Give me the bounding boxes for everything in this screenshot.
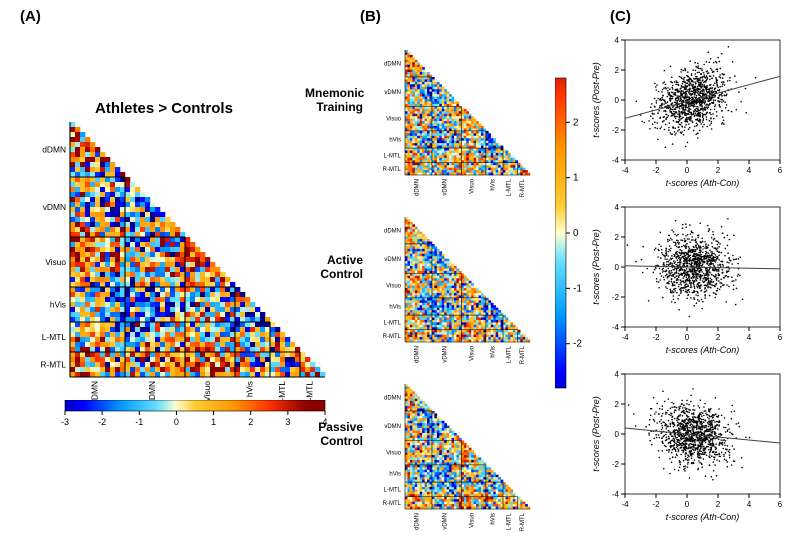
row-title-mnemonic: MnemonicTraining <box>305 86 363 114</box>
svg-text:vDMN: vDMN <box>384 90 401 96</box>
scatter-mnemonic: -4-20246-4-2024t-scores (Ath-Con)t-score… <box>591 36 792 190</box>
svg-text:Visuo: Visuo <box>470 178 476 194</box>
svg-text:dDMN: dDMN <box>384 229 401 235</box>
heatmap-passive-control: dDMNdDMNvDMNvDMNVisuoVisuohVishVisL-MTLL… <box>365 382 540 551</box>
svg-text:2: 2 <box>248 417 253 427</box>
svg-text:hVis: hVis <box>490 346 496 358</box>
svg-text:vDMN: vDMN <box>384 257 401 263</box>
svg-text:hVis: hVis <box>50 299 66 309</box>
svg-text:dDMN: dDMN <box>414 179 420 196</box>
svg-text:Visuo: Visuo <box>470 345 476 361</box>
colorbar-b: -2-1012 <box>555 75 592 391</box>
svg-text:L-MTL: L-MTL <box>506 178 512 196</box>
svg-text:dDMN: dDMN <box>384 62 401 68</box>
svg-text:R-MTL: R-MTL <box>520 178 526 197</box>
svg-text:Visuo: Visuo <box>386 284 402 290</box>
svg-text:dDMN: dDMN <box>414 346 420 363</box>
svg-text:-1: -1 <box>135 417 143 427</box>
svg-text:L-MTL: L-MTL <box>506 345 512 363</box>
svg-text:R-MTL: R-MTL <box>383 334 402 340</box>
heatmap-mnemonic: dDMN dDMN vDMN vDMN Visuo Visuo hVis hVis L-MTL L… <box>365 48 540 217</box>
svg-text:1: 1 <box>211 417 216 427</box>
scatter-active-control: -4-20246-4-2024t-scores (Ath-Con)t-score… <box>591 203 792 357</box>
heatmap-active-control: dDMN dDMN vDMN vDMN Visuo Visuo hVis hVis L-MTL L… <box>365 215 540 384</box>
panel-b-label: (B) <box>360 8 381 25</box>
svg-text:dDMN: dDMN <box>42 144 66 154</box>
svg-text:Visuo: Visuo <box>202 381 212 402</box>
svg-text:-2: -2 <box>98 417 106 427</box>
svg-text:hVis: hVis <box>245 381 255 397</box>
svg-text:L-MTL: L-MTL <box>42 332 67 342</box>
svg-text:vDMN: vDMN <box>43 202 66 212</box>
row-title-active: ActiveControl <box>305 253 363 281</box>
svg-text:hVis: hVis <box>389 305 401 311</box>
svg-text:vDMN: vDMN <box>443 179 449 196</box>
svg-text:R-MTL: R-MTL <box>520 345 526 364</box>
svg-text:L-MTL: L-MTL <box>384 153 402 159</box>
svg-text:3: 3 <box>285 417 290 427</box>
heatmap-athletes-controls: dDMNdDMNvDMNvDMNVisuoVisuohVishVisL-MTLL… <box>30 120 335 419</box>
row-title-passive: PassiveControl <box>305 420 363 448</box>
svg-text:vDMN: vDMN <box>443 346 449 363</box>
svg-text:R-MTL: R-MTL <box>40 359 66 369</box>
panel-c-label: (C) <box>610 8 631 25</box>
svg-text:hVis: hVis <box>490 179 496 191</box>
colorbar-a: -3-2-101234 <box>57 400 337 431</box>
svg-text:0: 0 <box>174 417 179 427</box>
panel-a-title: Athletes > Controls <box>95 100 233 117</box>
svg-text:L-MTL: L-MTL <box>384 320 402 326</box>
svg-text:Visuo: Visuo <box>45 257 66 267</box>
svg-text:R-MTL: R-MTL <box>383 167 402 173</box>
svg-text:hVis: hVis <box>389 138 401 144</box>
panel-a-label: (A) <box>20 8 41 25</box>
scatter-passive-control: -4-20246-4-2024t-scores (Ath-Con)t-score… <box>591 370 792 524</box>
svg-text:Visuo: Visuo <box>386 117 402 123</box>
svg-text:-3: -3 <box>61 417 69 427</box>
